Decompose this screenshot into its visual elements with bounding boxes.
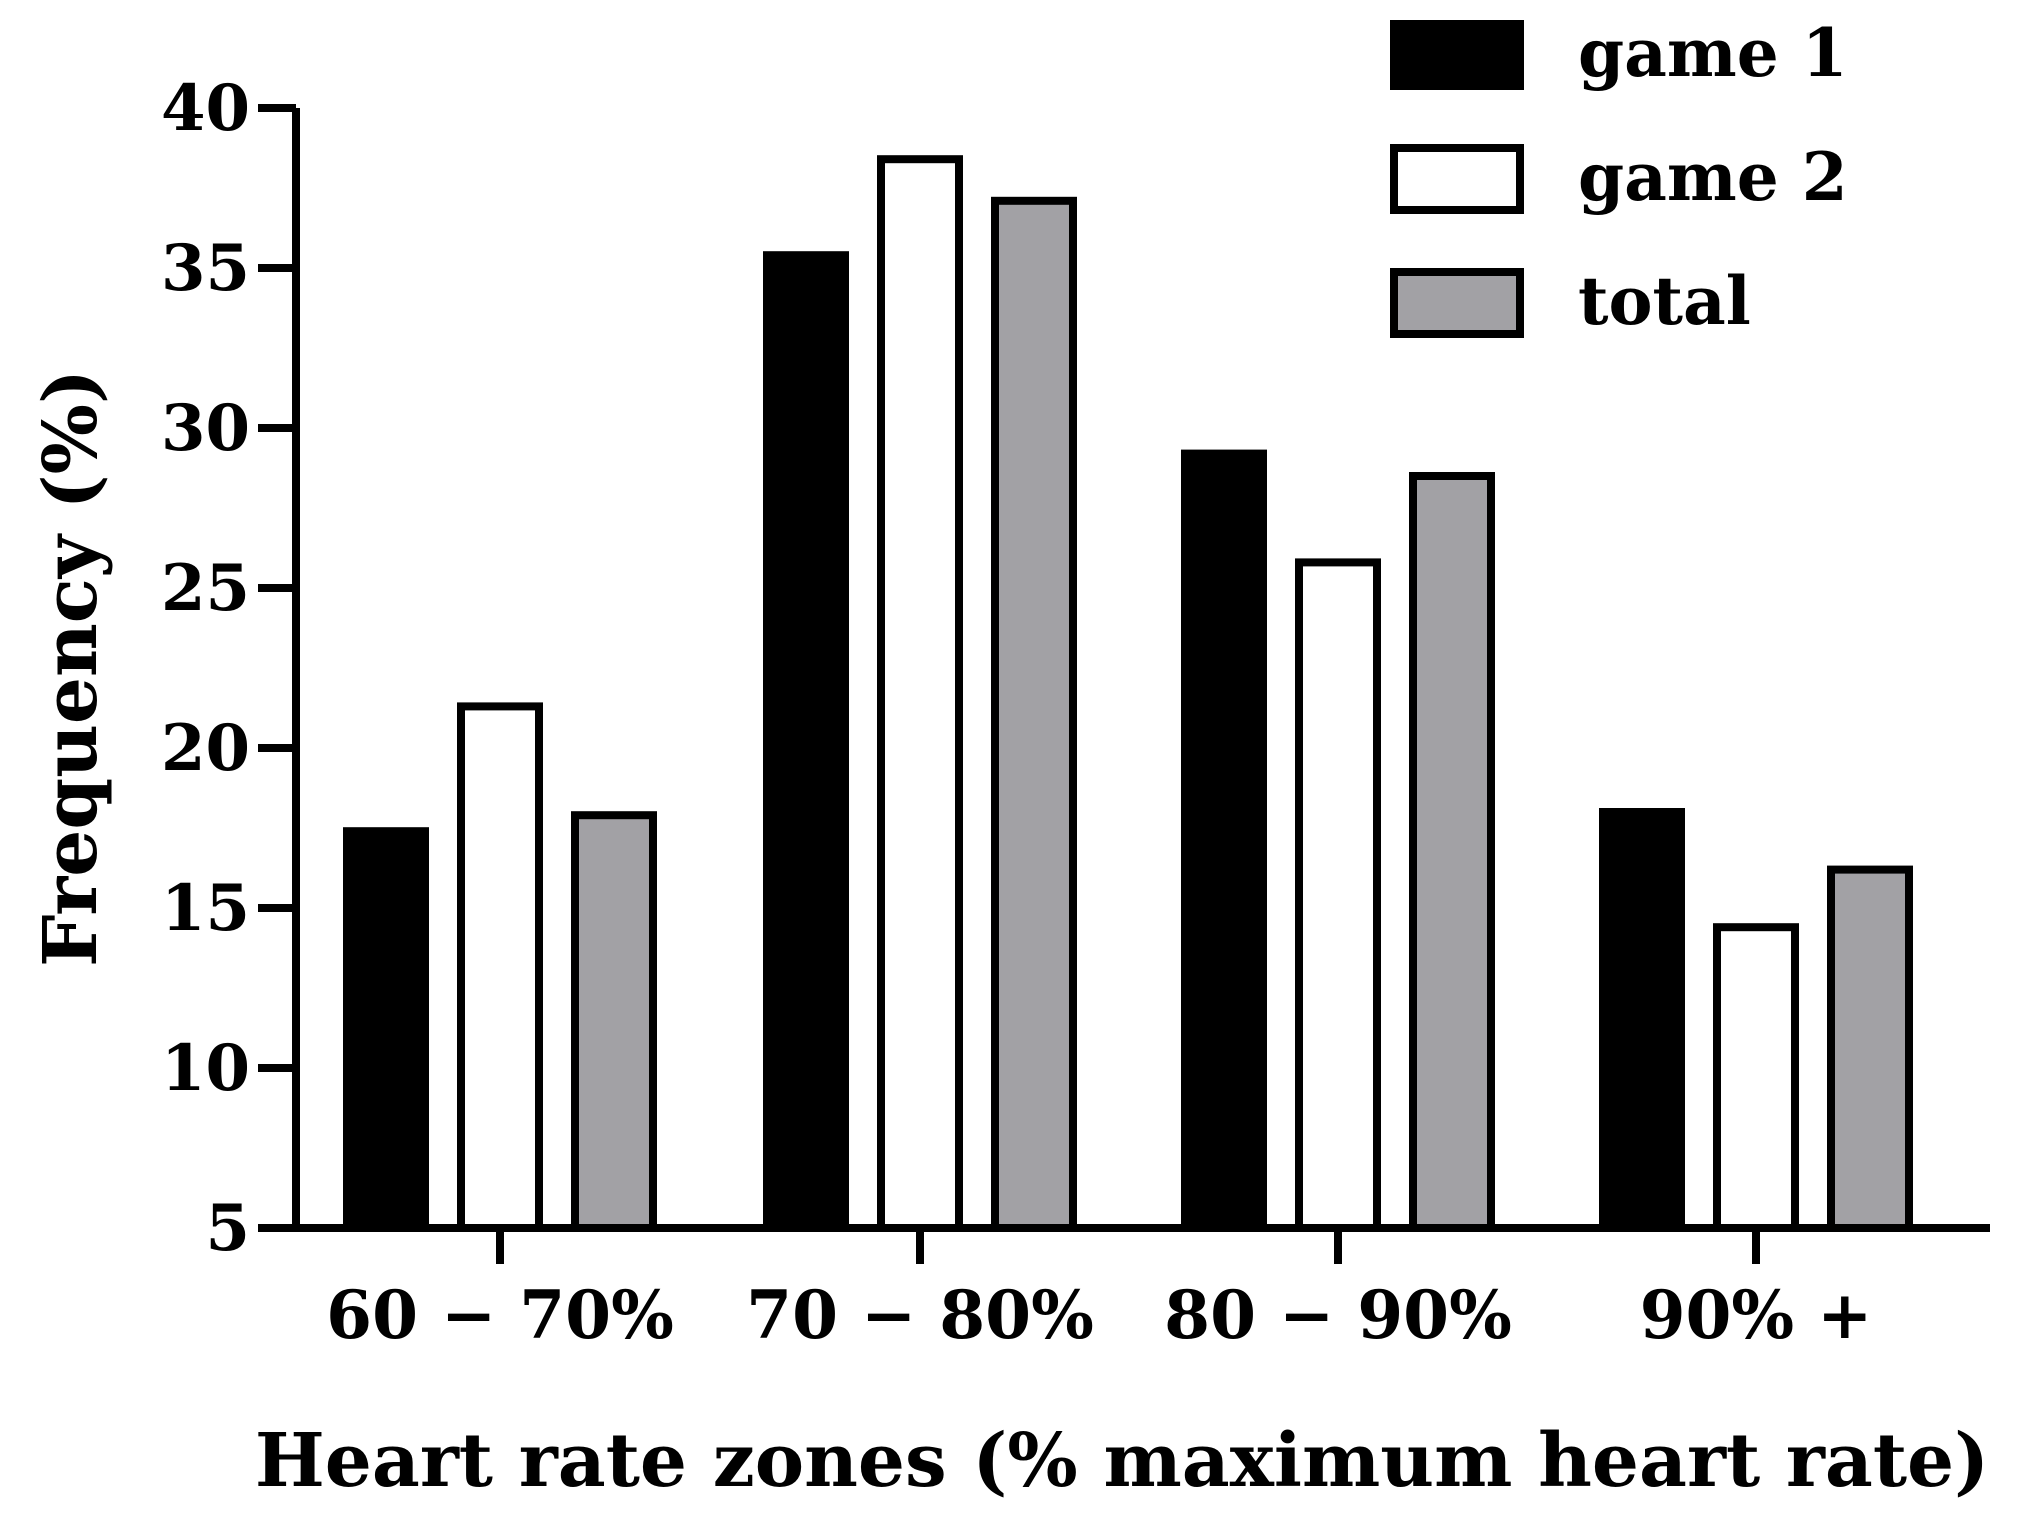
y-tick-label: 5 [205, 1191, 250, 1266]
legend-swatch-game-1 [1390, 20, 1524, 90]
y-tick-label: 15 [161, 871, 250, 946]
bar-game-2-3 [1295, 558, 1381, 1232]
bar-game-2-4 [1713, 923, 1799, 1232]
bars-group [343, 155, 1913, 1233]
y-tick-label: 10 [161, 1031, 250, 1106]
legend-swatch-total [1390, 268, 1524, 338]
bar-total-4 [1827, 865, 1913, 1232]
bar-game-2-2 [877, 155, 963, 1233]
legend-label-total: total [1578, 262, 1751, 340]
legend: game 1 game 2 total [1390, 14, 1848, 340]
y-tick-label: 20 [161, 711, 250, 786]
x-axis-title: Heart rate zones (% maximum heart rate) [255, 1418, 1989, 1504]
bar-game-1-3 [1181, 449, 1267, 1233]
legend-label-game-2: game 2 [1578, 138, 1848, 216]
x-category-label: 60 − 70% [326, 1276, 674, 1354]
y-tick-label: 25 [161, 551, 250, 626]
y-axis-title: Frequency (%) [28, 369, 114, 967]
bar-game-1-2 [763, 251, 849, 1232]
legend-swatch-game-2 [1390, 144, 1524, 214]
x-category-label: 90% + [1640, 1276, 1873, 1354]
legend-label-game-1: game 1 [1578, 14, 1848, 92]
y-ticks-group: 5 10 15 20 25 30 35 40 [161, 71, 296, 1266]
bar-game-1-1 [343, 827, 429, 1232]
x-category-label: 70 − 80% [746, 1276, 1094, 1354]
bar-game-1-4 [1599, 808, 1685, 1232]
bar-total-1 [571, 811, 657, 1232]
y-tick-label: 40 [161, 71, 250, 146]
x-ticks-group: 60 − 70% 70 − 80% 80 − 90% 90% + [326, 1228, 1872, 1354]
bar-game-2-1 [457, 702, 543, 1232]
y-tick-label: 35 [161, 231, 250, 306]
y-tick-label: 30 [161, 391, 250, 466]
bar-total-3 [1409, 472, 1495, 1232]
bar-total-2 [991, 196, 1077, 1232]
x-category-label: 80 − 90% [1164, 1276, 1512, 1354]
axes-group [292, 108, 1990, 1232]
